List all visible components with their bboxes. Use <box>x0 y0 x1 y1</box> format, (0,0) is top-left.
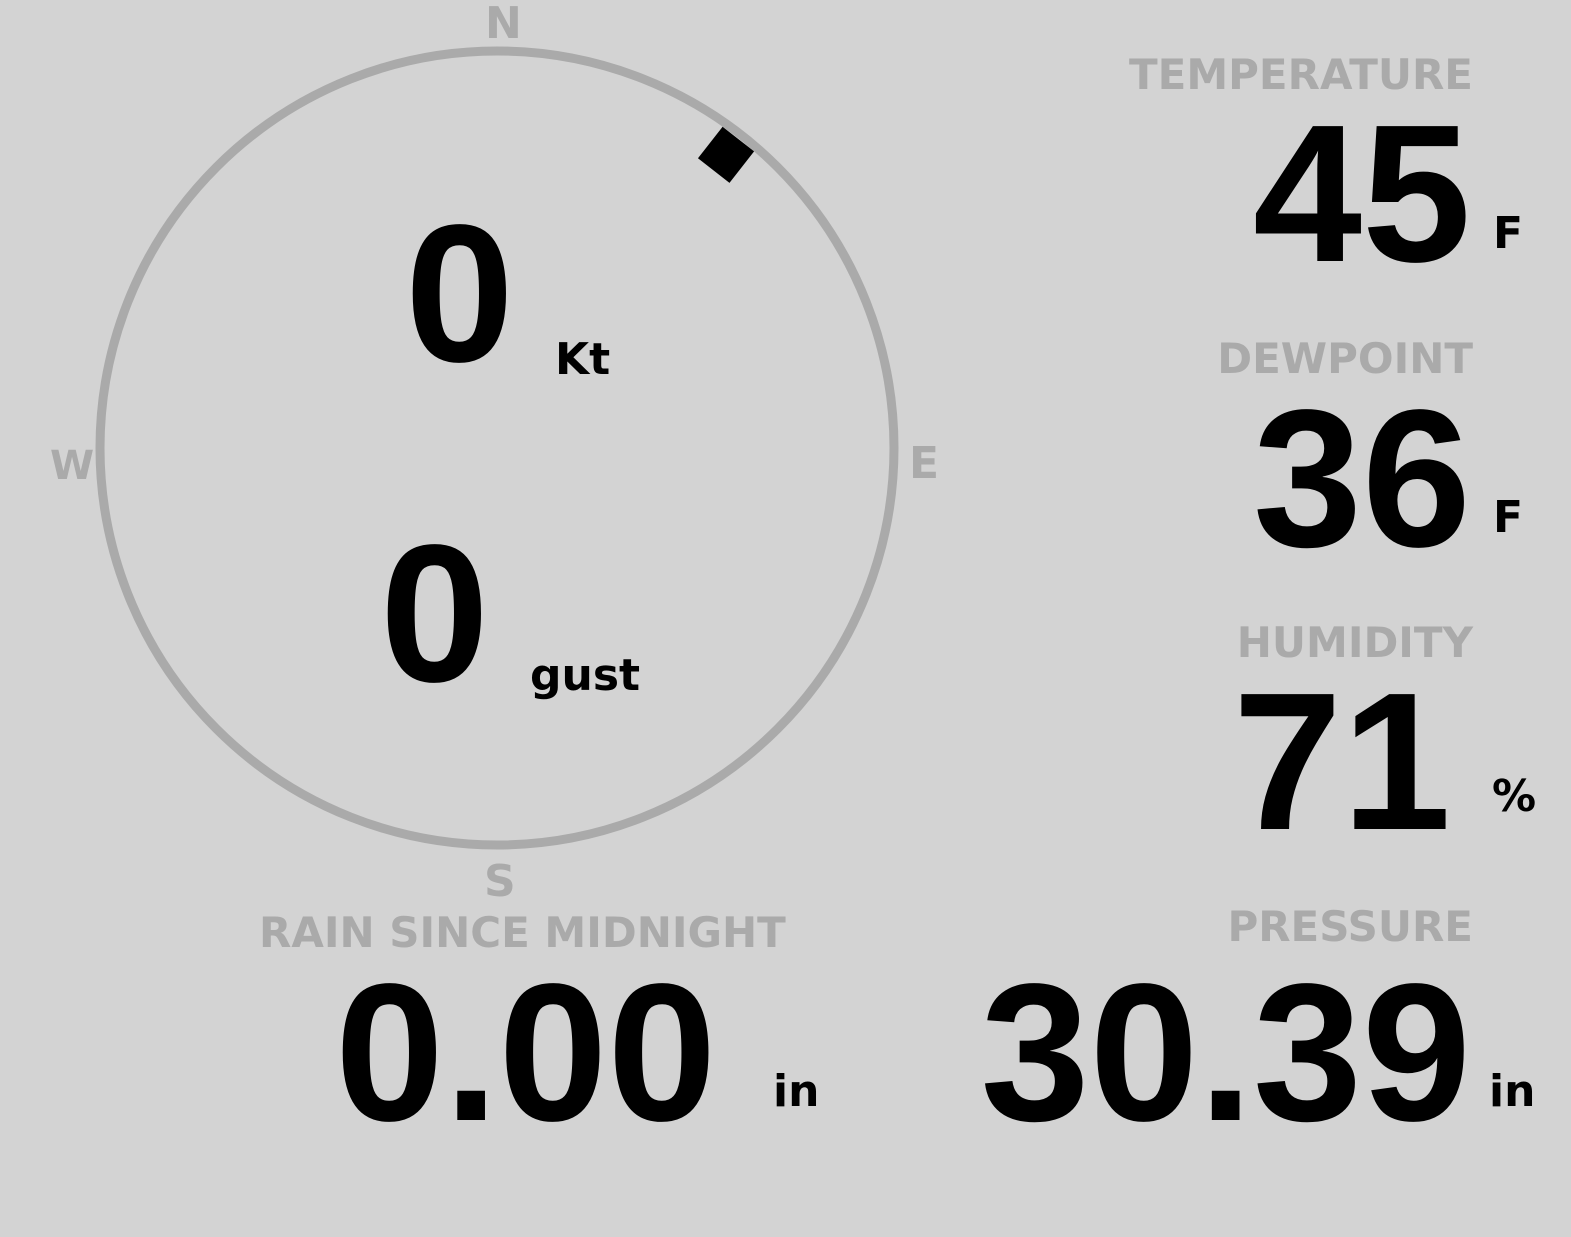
wind-gust-value: 0 <box>380 504 490 723</box>
pressure-label: PRESSURE <box>1227 902 1473 951</box>
wind-direction-marker <box>697 126 755 183</box>
pressure-unit: in <box>1489 1066 1536 1117</box>
compass-w: W <box>50 443 95 489</box>
humidity-label: HUMIDITY <box>1236 618 1473 667</box>
dewpoint-unit: F <box>1493 492 1524 543</box>
pressure-value: 30.39 <box>980 943 1471 1162</box>
humidity-value: 71 <box>1232 652 1451 871</box>
wind-speed-value: 0 <box>405 184 515 403</box>
rain-value: 0.00 <box>335 943 717 1162</box>
temperature-value: 45 <box>1252 84 1471 303</box>
wind-speed-unit: Kt <box>555 334 611 385</box>
compass-e: E <box>909 438 940 489</box>
compass-n: N <box>485 0 522 49</box>
temperature-unit: F <box>1493 208 1524 259</box>
compass-ring <box>95 46 899 850</box>
rain-label: RAIN SINCE MIDNIGHT <box>259 908 786 957</box>
compass-s: S <box>484 856 516 907</box>
wind-gust-label: gust <box>530 650 641 701</box>
humidity-unit: % <box>1492 771 1537 822</box>
dewpoint-value: 36 <box>1252 369 1471 588</box>
rain-unit: in <box>773 1066 820 1117</box>
temperature-label: TEMPERATURE <box>1129 50 1473 99</box>
dewpoint-label: DEWPOINT <box>1217 334 1473 383</box>
